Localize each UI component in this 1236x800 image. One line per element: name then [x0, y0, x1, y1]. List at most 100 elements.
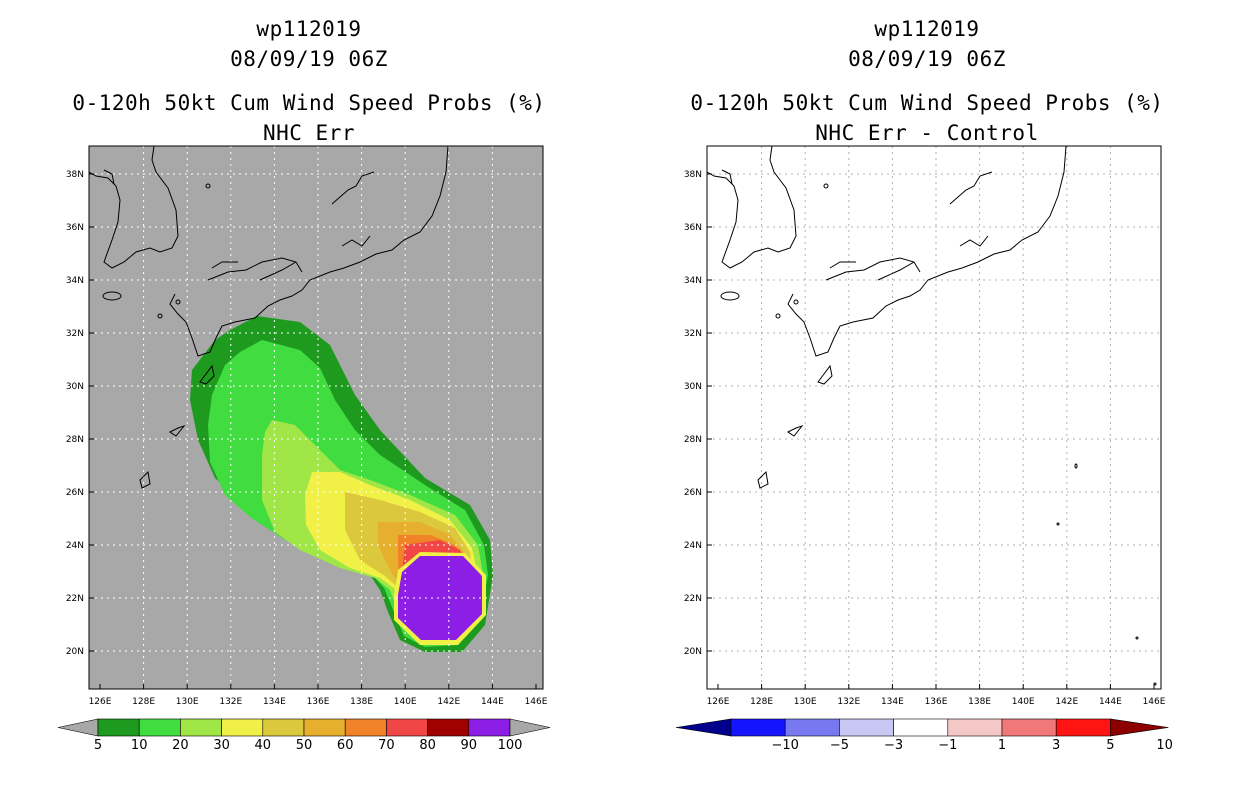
lat-label-32N: 32N	[66, 329, 84, 339]
lat-label-28N: 28N	[66, 435, 84, 445]
lon-label-136E: 136E	[925, 697, 948, 707]
right-datetime: 08/09/19 06Z	[848, 47, 1006, 71]
probability-swath	[190, 316, 493, 652]
colorbar-label-10: 10	[1156, 738, 1173, 753]
colorbar-low-triangle	[675, 718, 732, 737]
colorbar-label-100: 100	[498, 738, 523, 753]
colorbar-label--1: −1	[938, 738, 957, 753]
lat-label-30N: 30N	[66, 382, 84, 392]
right-product-title: 0-120h 50kt Cum Wind Speed Probs (%)	[690, 91, 1164, 115]
colorbar-box-6	[1055, 718, 1111, 737]
colorbar-box-6	[344, 718, 387, 737]
lat-label-28N: 28N	[684, 435, 702, 445]
lon-label-130E: 130E	[176, 697, 199, 707]
lat-label-22N: 22N	[684, 594, 702, 604]
lon-label-144E: 144E	[481, 697, 504, 707]
colorbar-high-triangle	[1110, 718, 1169, 737]
colorbar-label--10: −10	[771, 738, 798, 753]
lat-label-34N: 34N	[684, 276, 702, 286]
lon-label-142E: 142E	[437, 697, 460, 707]
lon-label-132E: 132E	[219, 697, 242, 707]
colorbar-label-60: 60	[337, 738, 354, 753]
left-panel: wp112019 08/09/19 06Z 0-120h 50kt Cum Wi…	[57, 17, 551, 753]
colorbar-label-30: 30	[213, 738, 230, 753]
lat-label-34N: 34N	[66, 276, 84, 286]
colorbar-label-70: 70	[378, 738, 395, 753]
colorbar-low-triangle	[57, 718, 99, 737]
colorbar-box-5	[303, 718, 346, 737]
lon-label-134E: 134E	[881, 697, 904, 707]
lat-label-32N: 32N	[684, 329, 702, 339]
colorbar-label-1: 1	[998, 738, 1006, 753]
lon-label-146E: 146E	[525, 697, 548, 707]
colorbar-label-40: 40	[255, 738, 272, 753]
colorbar-label-50: 50	[296, 738, 313, 753]
left-storm-id: wp112019	[256, 17, 362, 41]
colorbar-box-8	[427, 718, 470, 737]
right-panel: wp112019 08/09/19 06Z 0-120h 50kt Cum Wi…	[618, 0, 1236, 800]
left-product-title: 0-120h 50kt Cum Wind Speed Probs (%)	[72, 91, 546, 115]
lon-label-136E: 136E	[307, 697, 330, 707]
lat-label-26N: 26N	[684, 488, 702, 498]
colorbar-label-80: 80	[419, 738, 436, 753]
lat-label-20N: 20N	[66, 647, 84, 657]
colorbar-box-9	[468, 718, 511, 737]
lon-label-130E: 130E	[794, 697, 817, 707]
lon-label-140E: 140E	[1012, 697, 1035, 707]
colorbar-box-0	[730, 718, 786, 737]
colorbar-high-triangle	[509, 718, 551, 737]
left-coastlines	[88, 145, 449, 489]
right-storm-id: wp112019	[874, 17, 980, 41]
colorbar-label--5: −5	[830, 738, 849, 753]
lat-label-26N: 26N	[66, 488, 84, 498]
lon-label-126E: 126E	[707, 697, 730, 707]
colorbar-box-5	[1001, 718, 1057, 737]
left-gridlines	[89, 146, 543, 689]
colorbar-label-5: 5	[94, 738, 102, 753]
lon-label-146E: 146E	[1143, 697, 1166, 707]
contour-100	[398, 556, 482, 640]
lat-label-22N: 22N	[66, 594, 84, 604]
colorbar-box-7	[386, 718, 428, 737]
left-axis-ticks: 126E 128E 130E 132E 134E 136E 138E 140E 142E 144E…	[66, 170, 548, 707]
colorbar-box-4	[262, 718, 305, 737]
right-gridlines	[707, 146, 1161, 689]
colorbar-label--3: −3	[884, 738, 903, 753]
left-datetime: 08/09/19 06Z	[230, 47, 388, 71]
left-map: 126E 128E 130E 132E 134E 136E 138E 140E 142E 144E…	[57, 145, 551, 753]
lon-label-142E: 142E	[1055, 697, 1078, 707]
lat-label-38N: 38N	[684, 170, 702, 180]
colorbar-box-3	[221, 718, 264, 737]
lon-label-140E: 140E	[394, 697, 417, 707]
left-subtitle: NHC Err	[262, 121, 355, 145]
lon-label-138E: 138E	[350, 697, 373, 707]
lon-label-128E: 128E	[750, 697, 773, 707]
lat-label-20N: 20N	[684, 647, 702, 657]
right-subtitle: NHC Err - Control	[815, 121, 1039, 145]
lat-label-30N: 30N	[684, 382, 702, 392]
colorbar-box-0	[97, 718, 140, 737]
colorbar-label-5: 5	[1106, 738, 1114, 753]
lat-label-24N: 24N	[66, 541, 84, 551]
lon-label-138E: 138E	[968, 697, 991, 707]
lat-label-38N: 38N	[66, 170, 84, 180]
colorbar-label-10: 10	[131, 738, 148, 753]
colorbar-label-20: 20	[172, 738, 189, 753]
lon-label-126E: 126E	[89, 697, 112, 707]
colorbar-box-1	[784, 718, 840, 737]
lat-label-36N: 36N	[684, 223, 702, 233]
right-axis-ticks: 126E 128E 130E 132E 134E 136E 138E 140E 142E 144E…	[684, 170, 1166, 707]
right-map: 126E 128E 130E 132E 134E 136E 138E 140E 142E 144E…	[675, 145, 1173, 753]
colorbar-box-1	[138, 718, 181, 737]
colorbar-box-4	[947, 718, 1003, 737]
colorbar-box-2	[180, 718, 222, 737]
lon-label-132E: 132E	[837, 697, 860, 707]
colorbar-label-3: 3	[1052, 738, 1060, 753]
lon-label-144E: 144E	[1099, 697, 1122, 707]
colorbar-box-2	[839, 718, 894, 737]
left-colorbar: 5 10 20 30 40 50 60 70 80 90 100	[57, 718, 551, 753]
colorbar-label-90: 90	[461, 738, 478, 753]
right-colorbar: −10 −5 −3 −1 1 3 5 10	[675, 718, 1173, 753]
lon-label-128E: 128E	[132, 697, 155, 707]
right-coastlines	[706, 145, 1157, 686]
